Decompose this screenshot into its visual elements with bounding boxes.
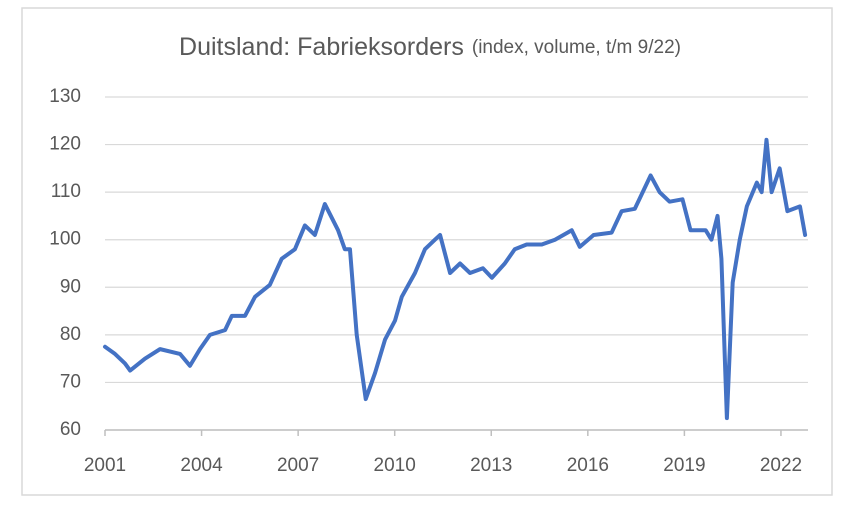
y-tick-label: 130: [49, 86, 81, 107]
x-tick-label: 2007: [277, 455, 319, 476]
y-tick-label: 110: [51, 181, 81, 202]
x-tick-label: 2016: [567, 455, 609, 476]
y-tick-label: 80: [60, 324, 81, 345]
x-tick-label: 2010: [374, 455, 416, 476]
subtitle: (index, volume, t/m 9/22): [472, 37, 681, 58]
y-tick-label: 100: [49, 229, 81, 250]
x-tick-label: 2013: [470, 455, 512, 476]
chart-title: Duitsland: Fabrieksorders (index, volume,…: [179, 33, 681, 61]
y-tick-label: 70: [60, 371, 81, 392]
line-series: [103, 137, 808, 421]
y-tick-label: 60: [60, 419, 81, 440]
x-tick-label: 2004: [180, 455, 223, 476]
x-tick-label: 2001: [84, 455, 126, 476]
x-tick-label: 2019: [663, 455, 705, 476]
chart-border: [21, 7, 833, 496]
y-tick-label: 90: [60, 276, 81, 297]
title: Duitsland: Fabrieksorders: [179, 33, 464, 61]
x-tick-label: 2022: [760, 455, 802, 476]
y-tick-label: 120: [49, 134, 81, 155]
